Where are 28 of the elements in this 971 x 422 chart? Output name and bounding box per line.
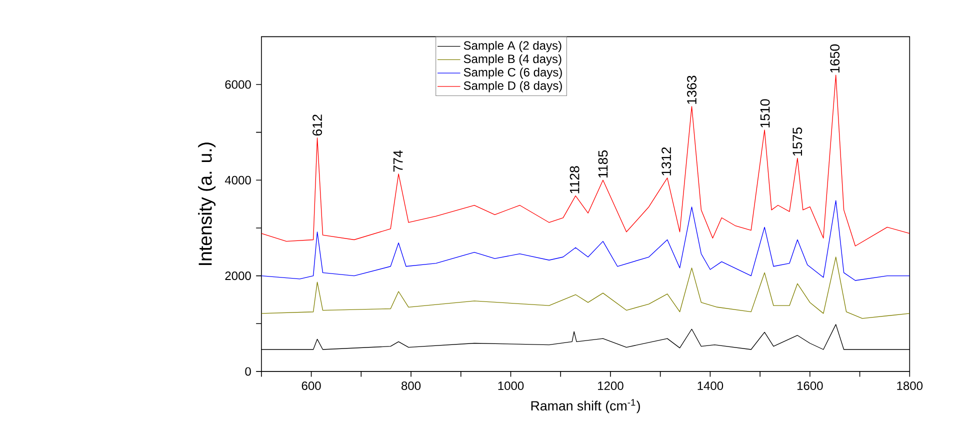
legend-label: Sample A (2 days) <box>464 40 562 52</box>
y-tick-label: 0 <box>245 367 251 376</box>
x-tick-label: 1200 <box>598 381 624 390</box>
annotation: 1128 <box>570 166 580 194</box>
x-axis-title: Raman shift (cm$^{-1}$) <box>531 399 640 414</box>
annotation: 1650 <box>830 44 840 72</box>
annotation: 1185 <box>598 150 608 178</box>
x-tick-label: 1400 <box>698 381 724 390</box>
x-tick-label: 800 <box>402 381 421 390</box>
line-series <box>261 256 910 319</box>
x-tick-label: 1000 <box>498 381 524 390</box>
legend-label: Sample B (4 days) <box>464 54 562 66</box>
y-tick-label: 4000 <box>224 176 251 184</box>
annotation: 1510 <box>760 99 770 128</box>
annotation: 774 <box>393 150 403 172</box>
line-series <box>261 200 910 281</box>
x-tick-label: 1600 <box>797 381 823 390</box>
legend-label: Sample D (8 days) <box>464 80 562 92</box>
y-axis-title: Intensity (a. u.) <box>198 142 216 265</box>
x-tick-label: 1800 <box>897 381 923 390</box>
annotation: 612 <box>312 114 322 136</box>
y-tick-label: 2000 <box>225 271 251 280</box>
annotation: 1575 <box>792 127 802 156</box>
legend-label: Sample C (6 days) <box>464 68 562 79</box>
annotation: 1363 <box>687 76 696 104</box>
y-tick-label: 6000 <box>225 80 251 89</box>
annotation: 1312 <box>662 147 672 176</box>
x-tick-label: 600 <box>302 381 321 390</box>
